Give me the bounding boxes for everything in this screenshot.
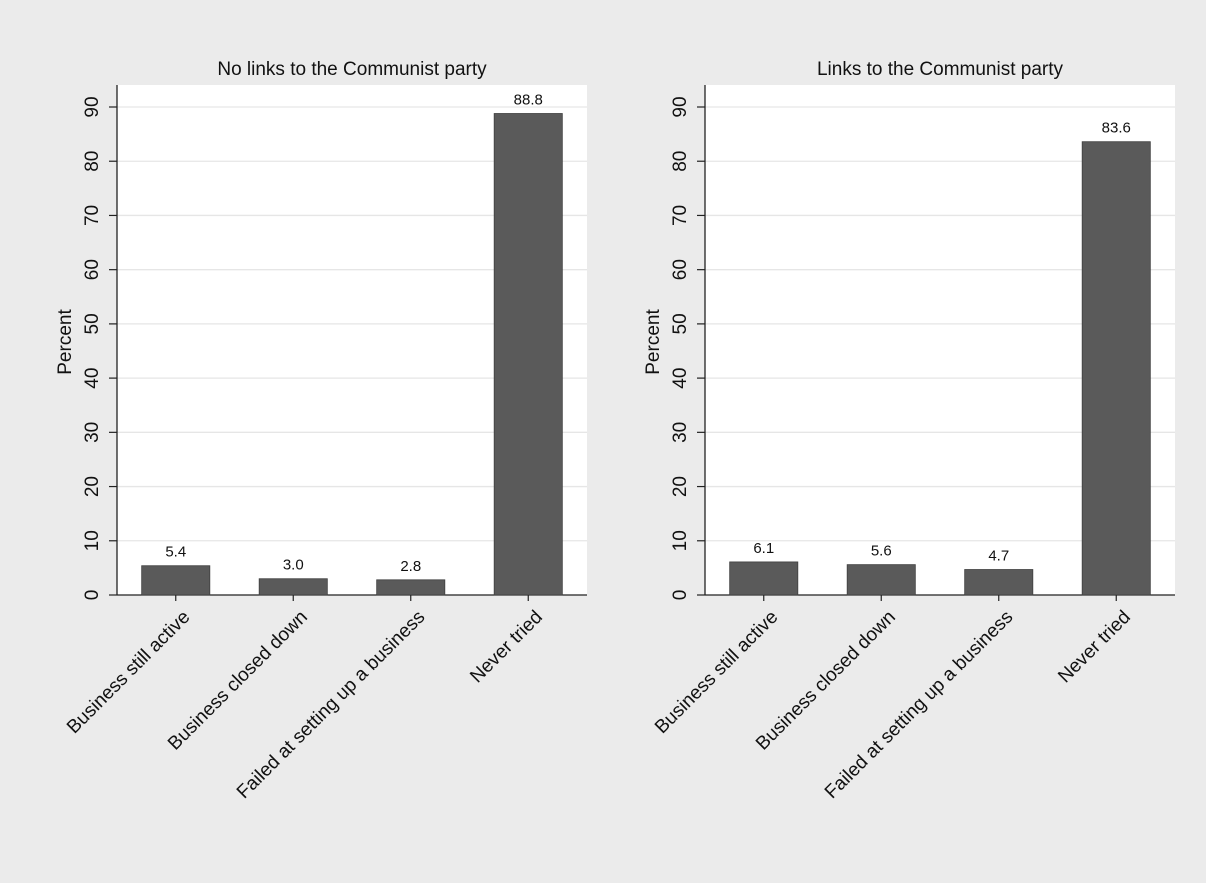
- y-tick-label: 40: [670, 368, 691, 389]
- y-tick-label: 80: [82, 151, 103, 172]
- y-tick-label: 20: [82, 476, 103, 497]
- bar: [729, 561, 799, 596]
- y-tick-label: 70: [82, 205, 103, 226]
- y-tick-label: 50: [82, 313, 103, 334]
- bar: [846, 564, 916, 596]
- y-tick-label: 30: [82, 422, 103, 443]
- y-tick-label: 70: [670, 205, 691, 226]
- y-tick-label: 50: [670, 313, 691, 334]
- data-label: 83.6: [1102, 120, 1131, 137]
- data-label: 5.6: [871, 543, 892, 560]
- y-axis-label: Percent: [55, 309, 76, 375]
- data-label: 5.4: [165, 544, 186, 561]
- y-tick-label: 60: [82, 259, 103, 280]
- data-label: 3.0: [283, 557, 304, 574]
- data-label: 2.8: [400, 558, 421, 575]
- bar: [1081, 141, 1151, 596]
- y-tick-label: 90: [82, 96, 103, 117]
- bar: [258, 578, 328, 596]
- bar: [376, 579, 446, 596]
- y-axis-label: Percent: [643, 309, 664, 375]
- bar: [141, 565, 211, 596]
- data-label: 88.8: [514, 92, 543, 109]
- y-tick-label: 0: [670, 590, 691, 601]
- chart-title: Links to the Communist party: [817, 59, 1064, 80]
- y-tick-label: 0: [82, 590, 103, 601]
- bar: [964, 569, 1034, 596]
- bar: [493, 113, 563, 596]
- y-tick-label: 30: [670, 422, 691, 443]
- y-tick-label: 60: [670, 259, 691, 280]
- y-tick-label: 20: [670, 476, 691, 497]
- y-tick-label: 10: [670, 530, 691, 551]
- data-label: 4.7: [988, 548, 1009, 565]
- data-label: 6.1: [753, 540, 774, 557]
- y-tick-label: 10: [82, 530, 103, 551]
- y-tick-label: 90: [670, 96, 691, 117]
- y-tick-label: 40: [82, 368, 103, 389]
- y-tick-label: 80: [670, 151, 691, 172]
- chart-title: No links to the Communist party: [217, 59, 487, 80]
